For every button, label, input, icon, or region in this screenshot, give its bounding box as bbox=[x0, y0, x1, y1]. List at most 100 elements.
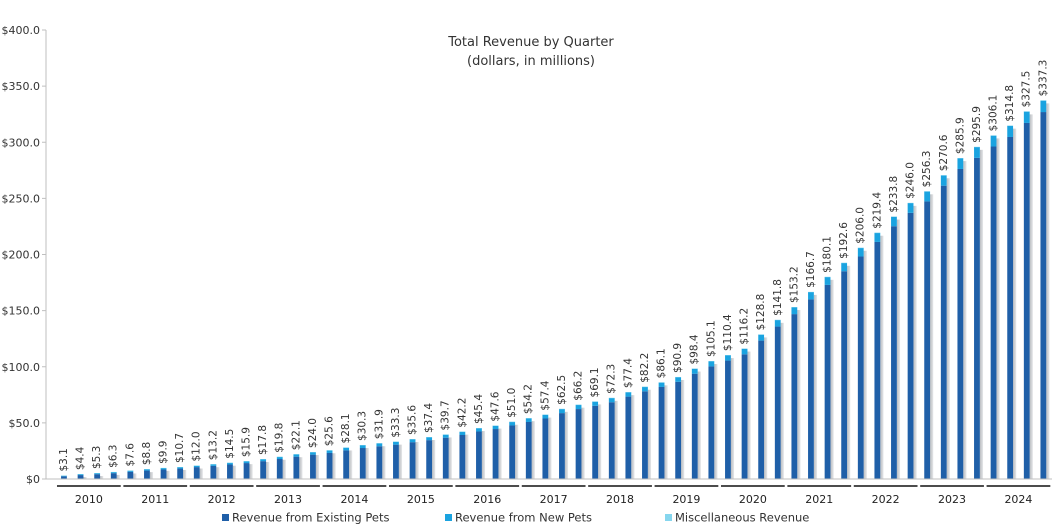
bar-segment-existing-pets bbox=[442, 437, 449, 479]
data-label: $42.2 bbox=[456, 398, 468, 428]
bar-segment-new-pets bbox=[227, 462, 233, 465]
data-label: $31.9 bbox=[373, 409, 385, 439]
bar-shadow bbox=[664, 385, 668, 479]
bar-group bbox=[1023, 111, 1033, 480]
bar-segment-existing-pets bbox=[476, 431, 482, 479]
bar-segment-existing-pets bbox=[891, 226, 897, 479]
bar-segment-existing-pets bbox=[542, 418, 549, 479]
data-label: $295.9 bbox=[971, 106, 983, 143]
bar-shadow bbox=[299, 457, 303, 479]
data-label: $66.2 bbox=[573, 371, 585, 401]
legend-item: Revenue from New Pets bbox=[445, 511, 592, 525]
bar-segment-new-pets bbox=[990, 135, 997, 147]
data-label: $33.3 bbox=[390, 408, 402, 438]
bar-group bbox=[957, 158, 967, 479]
data-label: $192.6 bbox=[838, 222, 850, 259]
year-label: 2023 bbox=[938, 493, 966, 506]
data-label: $3.1 bbox=[58, 448, 70, 471]
bar-segment-new-pets bbox=[625, 392, 632, 397]
bar-shadow bbox=[415, 442, 419, 479]
bar-shadow bbox=[930, 194, 934, 479]
bar-shadow bbox=[863, 250, 867, 479]
bar-segment-new-pets bbox=[326, 450, 333, 453]
bar-shadow bbox=[614, 400, 618, 479]
data-label: $7.6 bbox=[124, 443, 136, 467]
bar-segment-existing-pets bbox=[1040, 112, 1047, 479]
data-label: $337.3 bbox=[1037, 60, 1049, 97]
bar-shadow bbox=[631, 395, 635, 479]
data-label: $116.2 bbox=[739, 308, 751, 345]
bar-segment-existing-pets bbox=[459, 434, 466, 479]
bar-shadow bbox=[747, 351, 751, 479]
bar-segment-new-pets bbox=[708, 361, 715, 367]
data-label: $180.1 bbox=[822, 236, 834, 273]
bar-shadow bbox=[365, 447, 369, 479]
bar-shadow bbox=[647, 389, 652, 479]
year-label: 2020 bbox=[739, 493, 767, 506]
bar-shadow bbox=[847, 265, 851, 479]
year-label: 2016 bbox=[473, 493, 501, 506]
data-label: $285.9 bbox=[954, 117, 966, 154]
bar-shadow bbox=[282, 459, 286, 479]
bar-shadow bbox=[996, 138, 1000, 479]
bar-segment-new-pets bbox=[459, 431, 466, 435]
bar-shadow bbox=[315, 455, 320, 479]
bar-segment-new-pets bbox=[924, 191, 931, 202]
bar-group bbox=[110, 471, 120, 479]
bar-group bbox=[160, 467, 170, 479]
bar-shadow bbox=[780, 322, 784, 479]
bar-segment-new-pets bbox=[741, 348, 748, 355]
bar-group bbox=[625, 392, 635, 479]
bar-shadow bbox=[564, 411, 569, 479]
data-label: $314.8 bbox=[1004, 85, 1016, 122]
bar-segment-existing-pets bbox=[575, 409, 582, 479]
bar-shadow bbox=[830, 279, 834, 479]
bar-group bbox=[791, 307, 801, 479]
bar-segment-new-pets bbox=[426, 437, 433, 441]
year-label: 2011 bbox=[141, 493, 169, 506]
bar-group bbox=[509, 421, 519, 479]
data-label: $77.4 bbox=[622, 358, 634, 388]
bar-shadow bbox=[1046, 103, 1050, 480]
bar-segment-new-pets bbox=[1023, 111, 1030, 123]
bar-group bbox=[592, 401, 602, 479]
legend-label: Miscellaneous Revenue bbox=[675, 511, 809, 525]
bar-segment-existing-pets bbox=[675, 381, 682, 479]
legend-item: Revenue from Existing Pets bbox=[222, 511, 389, 525]
bar-segment-existing-pets bbox=[409, 442, 416, 479]
bar-group bbox=[608, 397, 618, 479]
y-tick-label: $250.0 bbox=[2, 192, 41, 205]
bar-shadow bbox=[548, 417, 552, 479]
bar-segment-new-pets bbox=[1040, 100, 1047, 113]
bar-shadow bbox=[880, 235, 884, 479]
data-label: $141.8 bbox=[772, 279, 784, 316]
bar-group bbox=[393, 441, 403, 479]
bar-group bbox=[841, 262, 851, 479]
year-label: 2013 bbox=[274, 493, 302, 506]
bar-group bbox=[492, 425, 502, 479]
chart-title: Total Revenue by Quarter bbox=[447, 35, 614, 50]
bars bbox=[61, 100, 1050, 480]
y-tick-label: $50.0 bbox=[9, 417, 41, 430]
x-axis: 2010 2011 2012 2013 2014 2015 2016 2017 2018 2019… bbox=[46, 478, 1052, 506]
data-label: $8.8 bbox=[141, 442, 153, 465]
bar-segment-existing-pets bbox=[160, 469, 167, 479]
data-label: $9.9 bbox=[158, 440, 170, 463]
bar-group bbox=[924, 191, 934, 479]
bar-segment-existing-pets bbox=[127, 471, 134, 479]
bar-shadow bbox=[448, 437, 452, 479]
bar-shadow bbox=[432, 440, 436, 479]
bar-segment-new-pets bbox=[177, 467, 184, 469]
bar-segment-existing-pets bbox=[144, 470, 150, 479]
bar-segment-new-pets bbox=[691, 368, 698, 374]
bar-shadow bbox=[946, 178, 950, 479]
y-tick-label: $200.0 bbox=[2, 249, 41, 262]
data-label: $57.4 bbox=[539, 380, 551, 410]
data-label: $270.6 bbox=[938, 134, 950, 171]
bar-segment-new-pets bbox=[874, 232, 881, 242]
bar-segment-existing-pets bbox=[608, 402, 615, 479]
bar-segment-existing-pets bbox=[243, 463, 250, 479]
bar-shadow bbox=[398, 444, 403, 479]
bar-shadow bbox=[498, 428, 502, 479]
bar-shadow bbox=[232, 465, 237, 479]
